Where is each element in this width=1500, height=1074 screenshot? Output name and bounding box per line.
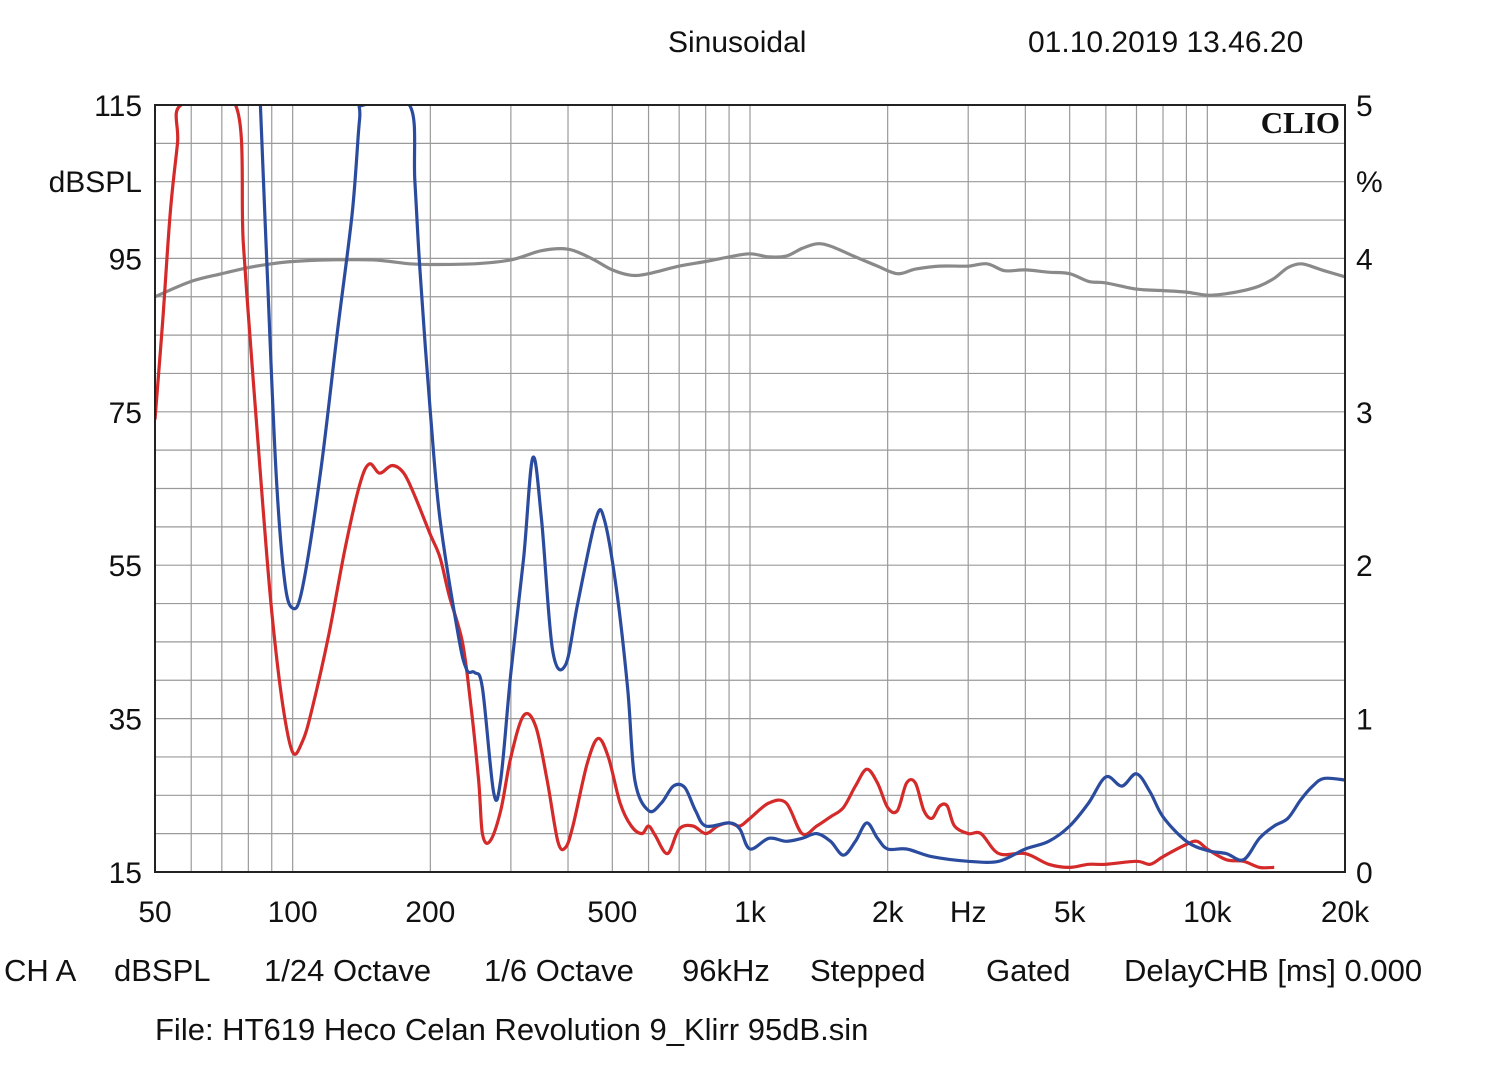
x-tick-label: 200 [405,896,455,929]
series-line-2 [258,105,1345,864]
series-line-0 [155,242,1345,299]
clio-logo: CLIO [1261,105,1340,140]
y-left-tick-label: 115 [94,90,142,123]
x-tick-label: Hz [950,896,987,929]
x-tick-label: 5k [1054,896,1087,929]
footer-smoothing: 1/6 Octave [484,953,634,988]
y-right-tick-label: 5 [1356,90,1373,123]
measurement-datetime: 01.10.2019 13.46.20 [1028,26,1304,59]
x-tick-label: 10k [1183,896,1232,929]
footer-delay: DelayCHB [ms] 0.000 [1124,953,1423,988]
y-right-tick-label: 4 [1356,243,1373,276]
series-line-1 [155,105,1275,870]
y-left-tick-label: 95 [109,243,142,276]
x-tick-label: 2k [872,896,905,929]
y-right-tick-label: 3 [1356,397,1373,430]
x-tick-label: 500 [587,896,637,929]
y-right-tick-label: 2 [1356,550,1373,583]
x-tick-label: 20k [1321,896,1370,929]
footer-unit: dBSPL [114,953,211,988]
footer-filename: File: HT619 Heco Celan Revolution 9_Klir… [155,1012,869,1047]
footer-resolution: 1/24 Octave [264,953,432,988]
grid [155,105,1345,872]
y-right-tick-label: 1 [1356,704,1373,737]
y-left-axis-label: dBSPL [49,166,142,199]
y-left-tick-label: 55 [109,550,142,583]
x-tick-label: 100 [268,896,318,929]
x-tick-label: 50 [138,896,171,929]
measurement-mode: Sinusoidal [668,26,807,59]
footer-gating: Gated [986,953,1071,988]
footer-channel: CH A [4,953,77,988]
y-left-tick-label: 75 [109,397,142,430]
axis-labels: 50 100 200 500 1k 2k Hz 5k 10k 20k153555759511501… [94,90,1373,929]
y-right-tick-label: 0 [1356,857,1373,890]
series-group [155,105,1345,870]
y-left-tick-label: 15 [109,857,142,890]
footer-samplerate: 96kHz [682,953,770,988]
y-right-axis-label: % [1356,166,1383,199]
x-tick-label: 1k [734,896,767,929]
y-left-tick-label: 35 [109,704,142,737]
plot-frame [154,104,1346,873]
footer-sweep-mode: Stepped [810,953,926,988]
